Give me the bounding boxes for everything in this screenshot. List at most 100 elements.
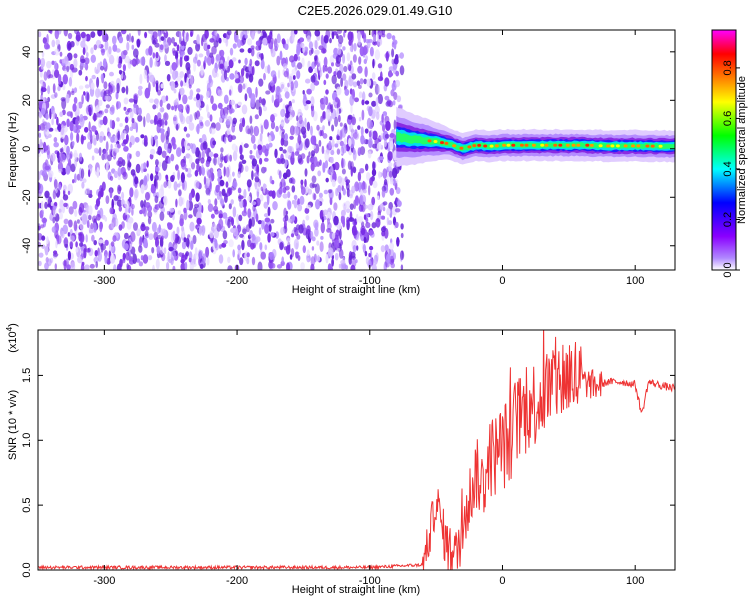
noise-speck: [38, 260, 42, 267]
noise-speck: [384, 95, 390, 101]
noise-speck: [365, 222, 371, 229]
noise-speck: [251, 201, 257, 206]
noise-speck: [301, 186, 306, 195]
noise-speck: [243, 143, 249, 149]
noise-speck: [84, 57, 90, 65]
noise-speck: [400, 250, 405, 261]
noise-speck: [340, 214, 345, 225]
noise-speck: [154, 195, 159, 204]
noise-speck: [84, 84, 90, 89]
hotspot: [444, 141, 449, 145]
noise-speck: [350, 104, 353, 114]
noise-speck: [267, 64, 271, 74]
noise-speck: [163, 141, 168, 151]
noise-speck: [42, 97, 46, 103]
noise-speck: [216, 193, 221, 201]
noise-speck: [241, 239, 245, 251]
noise-speck: [327, 217, 330, 225]
noise-speck: [97, 113, 103, 118]
noise-speck: [100, 65, 105, 71]
noise-speck: [89, 263, 95, 269]
noise-speck: [312, 145, 316, 149]
noise-speck: [356, 80, 361, 86]
noise-speck: [43, 71, 48, 81]
noise-speck: [284, 133, 288, 141]
noise-speck: [229, 154, 233, 162]
noise-speck: [228, 187, 233, 196]
noise-speck: [262, 183, 267, 189]
noise-speck: [369, 177, 373, 186]
noise-speck: [192, 262, 197, 268]
noise-speck: [47, 170, 54, 178]
noise-speck: [369, 245, 374, 251]
noise-speck: [75, 247, 79, 253]
noise-speck: [340, 77, 343, 87]
noise-speck: [311, 175, 317, 184]
noise-speck: [264, 217, 271, 223]
noise-speck: [237, 248, 241, 256]
noise-speck: [170, 250, 176, 261]
noise-speck: [218, 218, 224, 230]
noise-speck: [381, 189, 386, 198]
noise-speck: [247, 239, 252, 248]
noise-speck: [277, 69, 281, 79]
noise-speck: [64, 134, 69, 146]
noise-speck: [342, 188, 346, 196]
noise-speck: [363, 236, 367, 244]
y-tick-label: 1.5: [21, 368, 33, 383]
noise-speck: [284, 185, 290, 191]
noise-speck: [281, 256, 285, 264]
noise-speck: [210, 122, 216, 130]
noise-speck: [277, 158, 282, 165]
noise-speck: [371, 72, 376, 80]
noise-speck: [325, 89, 329, 95]
noise-speck: [232, 180, 238, 189]
noise-speck: [82, 178, 87, 183]
noise-speck: [365, 256, 370, 265]
noise-speck: [133, 103, 139, 115]
noise-speck: [156, 227, 160, 235]
hotspot: [494, 144, 499, 148]
noise-speck: [371, 196, 376, 206]
noise-speck: [384, 77, 390, 87]
noise-speck: [306, 155, 310, 164]
noise-speck: [180, 172, 185, 183]
noise-speck: [271, 94, 274, 104]
noise-speck: [296, 70, 301, 80]
noise-speck: [297, 255, 301, 261]
noise-speck: [275, 85, 281, 96]
noise-speck: [209, 114, 213, 122]
noise-speck: [145, 191, 150, 201]
noise-speck: [155, 80, 159, 86]
noise-speck: [54, 92, 58, 98]
snr-multiplier-base: (x10: [7, 331, 19, 352]
noise-speck: [378, 35, 381, 40]
noise-speck: [250, 93, 256, 104]
noise-speck: [152, 39, 156, 45]
noise-speck: [40, 86, 44, 96]
noise-speck: [73, 220, 78, 232]
noise-speck: [215, 54, 220, 61]
noise-speck: [293, 194, 298, 200]
noise-speck: [53, 205, 57, 211]
noise-speck: [342, 53, 346, 64]
noise-speck: [390, 238, 393, 244]
noise-speck: [42, 37, 47, 44]
noise-speck: [325, 177, 329, 183]
noise-speck: [329, 156, 334, 164]
noise-speck: [283, 139, 289, 147]
noise-speck: [188, 155, 193, 165]
noise-speck: [89, 189, 93, 195]
noise-speck: [309, 157, 314, 163]
noise-speck: [154, 114, 158, 125]
noise-speck: [152, 31, 158, 39]
noise-speck: [123, 106, 127, 111]
noise-speck: [371, 100, 377, 107]
noise-speck: [97, 30, 103, 37]
noise-speck: [310, 82, 315, 92]
noise-speck: [392, 178, 396, 186]
noise-speck: [323, 209, 328, 216]
noise-speck: [90, 82, 95, 90]
noise-speck: [52, 110, 56, 120]
noise-speck: [222, 106, 229, 116]
